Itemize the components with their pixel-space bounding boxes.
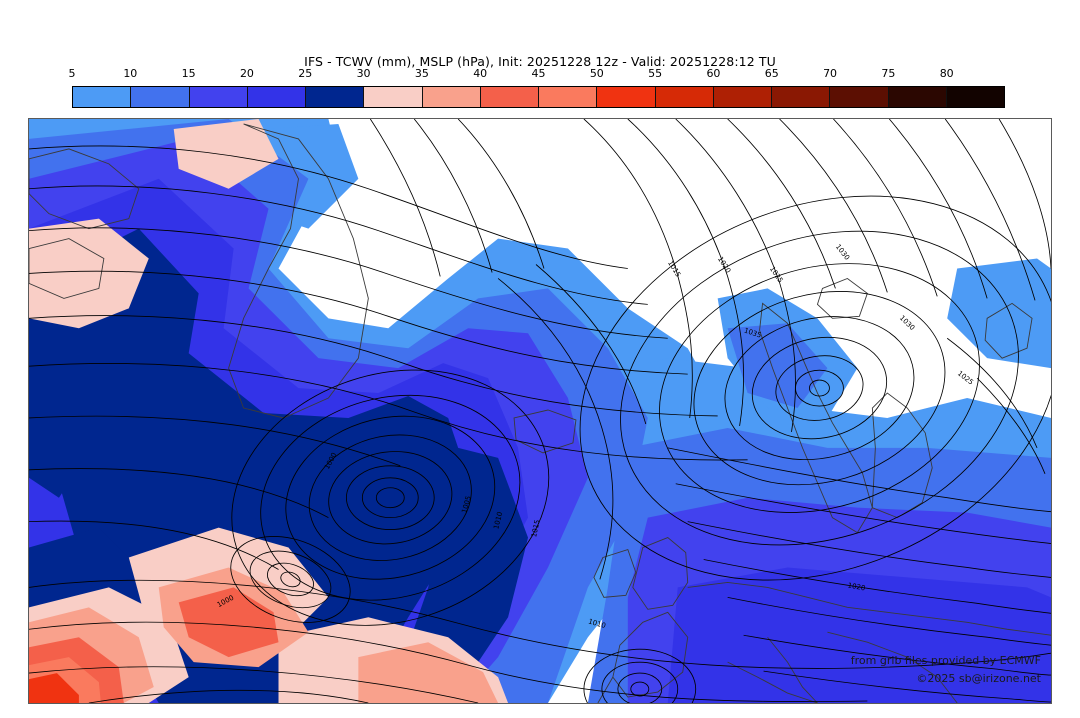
svg-text:1015: 1015 bbox=[530, 519, 542, 538]
colorbar-tick: 45 bbox=[531, 67, 546, 80]
colorbar-segment bbox=[189, 87, 248, 107]
colorbar-segment bbox=[772, 87, 831, 107]
colorbar-tick: 15 bbox=[181, 67, 196, 80]
colorbar-tick: 55 bbox=[648, 67, 663, 80]
colorbar-segment bbox=[247, 87, 306, 107]
tcwv-band-5-10 bbox=[947, 258, 1051, 369]
colorbar-gradient bbox=[72, 86, 1005, 108]
colorbar-tick: 10 bbox=[123, 67, 138, 80]
colorbar-segment bbox=[306, 87, 365, 107]
colorbar-tick: 65 bbox=[764, 67, 779, 80]
colorbar-tick: 60 bbox=[706, 67, 721, 80]
colorbar-tick: 20 bbox=[239, 67, 254, 80]
colorbar-tick: 70 bbox=[823, 67, 838, 80]
tcwv-band-25-30 bbox=[29, 288, 124, 498]
colorbar-segment bbox=[830, 87, 889, 107]
colorbar-tick: 80 bbox=[939, 67, 954, 80]
map-plot: 1000 1005 1010 1015 1015 1020 1025 1030 … bbox=[29, 119, 1051, 703]
colorbar-segment bbox=[597, 87, 656, 107]
colorbar-segment bbox=[713, 87, 772, 107]
colorbar-tick: 40 bbox=[473, 67, 488, 80]
colorbar-segment bbox=[539, 87, 598, 107]
coastlines bbox=[29, 123, 1051, 703]
colorbar-tick: 50 bbox=[589, 67, 604, 80]
tcwv-band-50-55 bbox=[29, 673, 79, 703]
colorbar-segment bbox=[131, 87, 190, 107]
colorbar-tick: 25 bbox=[298, 67, 313, 80]
colorbar-tick: 30 bbox=[356, 67, 371, 80]
tcwv-band-35-40 bbox=[358, 642, 499, 703]
colorbar-tick-labels: 5 10 15 20 25 30 35 40 45 50 55 60 65 70 75 80 bbox=[68, 67, 1005, 83]
colorbar-segment bbox=[422, 87, 481, 107]
colorbar-tick: 75 bbox=[881, 67, 896, 80]
colorbar-segment bbox=[480, 87, 539, 107]
colorbar-tick: 35 bbox=[414, 67, 429, 80]
colorbar: 5 10 15 20 25 30 35 40 45 50 55 60 65 70 75 80 bbox=[69, 67, 1005, 108]
mslp-isobars bbox=[29, 119, 1051, 703]
colorbar-segment bbox=[655, 87, 714, 107]
attribution-source: from grib files provided by ECMWF bbox=[850, 654, 1041, 667]
attribution-copyright: ©2025 sb@irizone.net bbox=[916, 672, 1041, 685]
colorbar-segment bbox=[73, 87, 132, 107]
tcwv-band-30-35 bbox=[29, 218, 149, 329]
colorbar-tick: 5 bbox=[68, 67, 76, 80]
colorbar-segment bbox=[946, 87, 1004, 107]
svg-text:1020: 1020 bbox=[847, 581, 866, 592]
tcwv-band-20-25 bbox=[667, 567, 1051, 703]
tcwv-band-30-35 bbox=[173, 119, 279, 189]
colorbar-segment bbox=[364, 87, 423, 107]
page-title: IFS - TCWV (mm), MSLP (hPa), Init: 20251… bbox=[304, 54, 776, 69]
colorbar-segment bbox=[888, 87, 947, 107]
map-canvas[interactable]: 1000 1005 1010 1015 1015 1020 1025 1030 … bbox=[28, 118, 1052, 704]
